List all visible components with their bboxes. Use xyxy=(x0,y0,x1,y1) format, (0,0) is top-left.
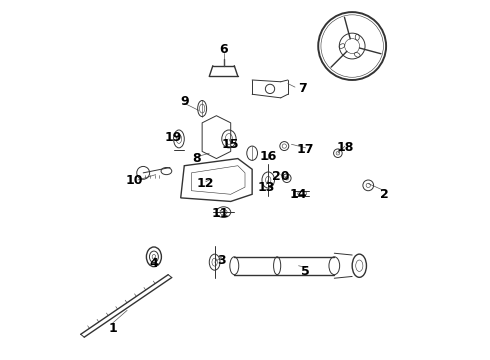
Text: 17: 17 xyxy=(297,143,315,156)
Text: 20: 20 xyxy=(272,170,290,183)
Text: 14: 14 xyxy=(290,188,307,201)
Text: 6: 6 xyxy=(219,43,228,56)
Text: 1: 1 xyxy=(108,322,117,335)
Text: 9: 9 xyxy=(180,95,189,108)
Text: 19: 19 xyxy=(165,131,182,144)
Text: 12: 12 xyxy=(197,177,215,190)
Text: 13: 13 xyxy=(258,181,275,194)
Text: 18: 18 xyxy=(336,141,354,154)
Text: 3: 3 xyxy=(218,254,226,267)
Text: 8: 8 xyxy=(193,152,201,165)
Text: 10: 10 xyxy=(125,174,143,186)
Text: 4: 4 xyxy=(149,257,158,270)
Text: 7: 7 xyxy=(298,82,307,95)
Text: 16: 16 xyxy=(260,150,277,163)
Text: 11: 11 xyxy=(211,207,229,220)
Text: 15: 15 xyxy=(222,138,240,151)
Text: 5: 5 xyxy=(301,265,310,278)
Text: 2: 2 xyxy=(380,188,389,201)
